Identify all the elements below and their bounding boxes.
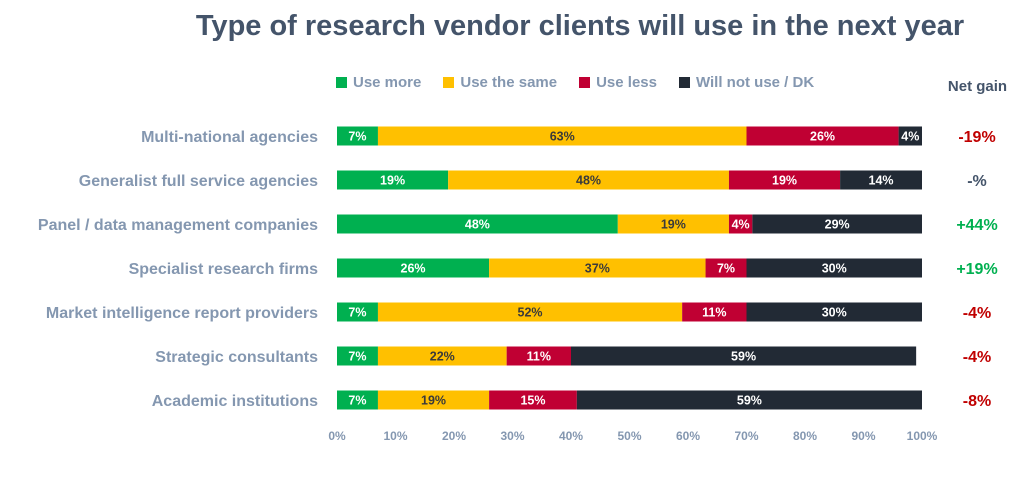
data-label: 4%: [732, 218, 750, 232]
data-label: 26%: [401, 262, 426, 276]
category-label: Specialist research firms: [129, 261, 319, 278]
bar-segment: [337, 214, 618, 234]
net-gain-value: +44%: [956, 217, 997, 234]
bar-segment: [337, 390, 378, 410]
data-label: 52%: [518, 306, 543, 320]
net-gain-value: -%: [967, 173, 987, 190]
net-gain-value: +19%: [956, 261, 997, 278]
bar-segment: [746, 302, 922, 322]
x-tick-label: 80%: [793, 429, 817, 443]
x-tick-label: 40%: [559, 429, 583, 443]
legend-label-use-more: Use more: [353, 73, 422, 91]
data-label: 4%: [901, 130, 919, 144]
category-label: Academic institutions: [152, 393, 318, 410]
bar-segment: [337, 126, 378, 146]
category-label: Generalist full service agencies: [79, 173, 318, 190]
x-tick-label: 90%: [851, 429, 875, 443]
bar-segment: [728, 170, 841, 190]
bar-segment: [337, 258, 490, 278]
x-tick-label: 70%: [734, 429, 758, 443]
bar-segment: [746, 126, 899, 146]
bar-segment: [337, 302, 378, 322]
bar-segment: [489, 390, 577, 410]
legend-swatch-use-less: [579, 76, 591, 88]
legend-label-use-less: Use less: [596, 73, 657, 91]
bar-segment: [746, 258, 922, 278]
x-tick-label: 20%: [442, 429, 466, 443]
bar-segment: [377, 302, 683, 322]
bar-segment: [728, 214, 753, 234]
data-label: 26%: [810, 130, 835, 144]
data-label: 11%: [527, 350, 551, 364]
data-label: 7%: [348, 394, 366, 408]
data-label: 30%: [822, 306, 847, 320]
data-label: 19%: [661, 218, 686, 232]
data-label: 48%: [465, 218, 490, 232]
legend-swatch-use-more: [336, 76, 347, 88]
x-tick-label: 50%: [617, 429, 641, 443]
data-label: 11%: [702, 306, 726, 320]
x-tick-label: 60%: [676, 429, 700, 443]
bar-segment: [377, 390, 490, 410]
data-label: 37%: [585, 262, 610, 276]
data-label: 30%: [822, 262, 847, 276]
bar-segment: [840, 170, 922, 190]
category-label: Panel / data management companies: [38, 217, 318, 234]
bar-segment: [337, 170, 449, 190]
bar-segment: [617, 214, 729, 234]
data-label: 7%: [348, 306, 366, 320]
bar-segment: [448, 170, 729, 190]
net-gain-value: -4%: [963, 349, 991, 366]
bar-segment: [898, 126, 922, 146]
data-label: 15%: [520, 394, 545, 408]
data-label: 19%: [380, 174, 405, 188]
legend-item-use-more: Use more: [336, 74, 421, 91]
legend-item-will-not-use: Will not use / DK: [678, 73, 815, 91]
data-label: 48%: [576, 174, 601, 188]
category-label: Market intelligence report providers: [46, 305, 318, 322]
legend-label-use-same: Use the same: [460, 73, 558, 91]
legend-label-will-not-use: Will not use / DK: [695, 73, 815, 91]
category-label: Multi-national agencies: [141, 129, 318, 146]
data-label: 59%: [731, 350, 756, 364]
data-label: 7%: [348, 350, 366, 364]
legend-item-use-same: Use the same: [443, 74, 557, 91]
data-label: 63%: [550, 130, 575, 144]
data-label: 7%: [717, 262, 735, 276]
bar-segment: [576, 390, 922, 410]
data-label: 19%: [772, 174, 797, 188]
data-label: 7%: [348, 130, 366, 144]
legend-item-use-less: Use less: [579, 74, 657, 91]
data-label: 22%: [430, 350, 455, 364]
bar-segment: [682, 302, 747, 322]
category-label: Strategic consultants: [155, 349, 318, 366]
data-label: 14%: [869, 174, 894, 188]
net-gain-value: -19%: [958, 129, 995, 146]
data-label: 29%: [825, 218, 850, 232]
legend-swatch-use-same: [443, 76, 455, 88]
chart-title: Type of research vendor clients will use…: [195, 10, 965, 42]
legend: Use more Use the same Use less Will not …: [336, 72, 836, 92]
x-tick-label: 100%: [907, 429, 938, 443]
bar-segment: [377, 126, 747, 146]
x-tick-label: 10%: [383, 429, 407, 443]
bar-segment: [377, 346, 507, 366]
net-gain-header: Net gain: [947, 78, 1008, 95]
data-label: 59%: [737, 394, 762, 408]
legend-swatch-will-not-use: [678, 76, 690, 88]
bar-segment: [337, 346, 378, 366]
bar-segment: [489, 258, 706, 278]
x-tick-label: 30%: [500, 429, 524, 443]
net-gain-value: -4%: [963, 305, 991, 322]
bar-segment: [705, 258, 747, 278]
x-tick-label: 0%: [328, 429, 346, 443]
bar-segment: [506, 346, 571, 366]
data-label: 19%: [421, 394, 446, 408]
net-gain-value: -8%: [963, 393, 991, 410]
bar-segment: [571, 346, 917, 366]
bar-segment: [752, 214, 922, 234]
